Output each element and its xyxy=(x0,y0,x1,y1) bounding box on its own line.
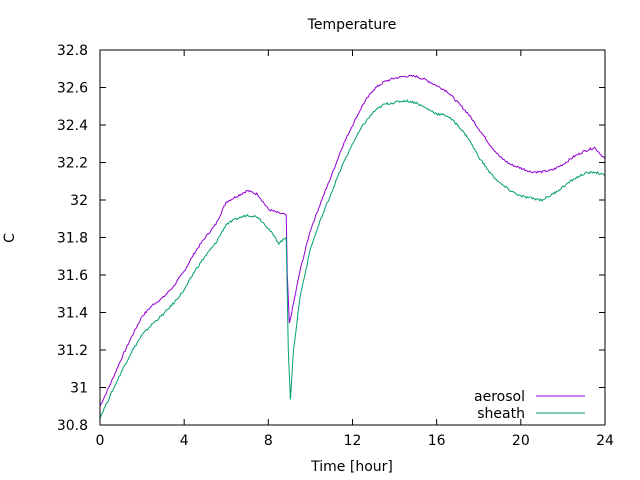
x-tick-label: 20 xyxy=(512,433,530,449)
legend-label-sheath: sheath xyxy=(477,406,525,422)
y-axis-label: C xyxy=(2,233,18,243)
y-tick-label: 31 xyxy=(70,381,88,397)
x-tick-label: 0 xyxy=(96,433,105,449)
x-tick-label: 24 xyxy=(596,433,614,449)
y-tick-label: 32.6 xyxy=(57,81,88,97)
y-tick-label: 31.2 xyxy=(57,343,88,359)
y-tick-label: 31.8 xyxy=(57,231,88,247)
x-tick-label: 4 xyxy=(180,433,189,449)
y-tick-label: 32.4 xyxy=(57,118,88,134)
plot-frame xyxy=(99,49,606,426)
chart-title: Temperature xyxy=(307,17,397,33)
series-layer xyxy=(99,74,606,419)
x-tick-label: 16 xyxy=(428,433,446,449)
y-tick-label: 32 xyxy=(70,193,88,209)
y-tick-label: 30.8 xyxy=(57,418,88,434)
x-tick-label: 12 xyxy=(344,433,362,449)
x-axis-label: Time [hour] xyxy=(310,459,393,475)
plot-area xyxy=(99,49,606,426)
x-tick-label: 8 xyxy=(264,433,273,449)
y-tick-label: 31.4 xyxy=(57,306,88,322)
y-tick-label: 32.2 xyxy=(57,156,88,172)
series-line-aerosol xyxy=(99,74,606,407)
ticks-layer: 0 4 8 12 16 20 24 30.8 31 31.2 31.4 31.6 31.8 32 32.2 3… xyxy=(57,43,614,449)
legend-label-aerosol: aerosol xyxy=(474,389,525,405)
y-tick-label: 31.6 xyxy=(57,268,88,284)
series-line-sheath xyxy=(99,99,606,419)
y-tick-label: 32.8 xyxy=(57,43,88,59)
